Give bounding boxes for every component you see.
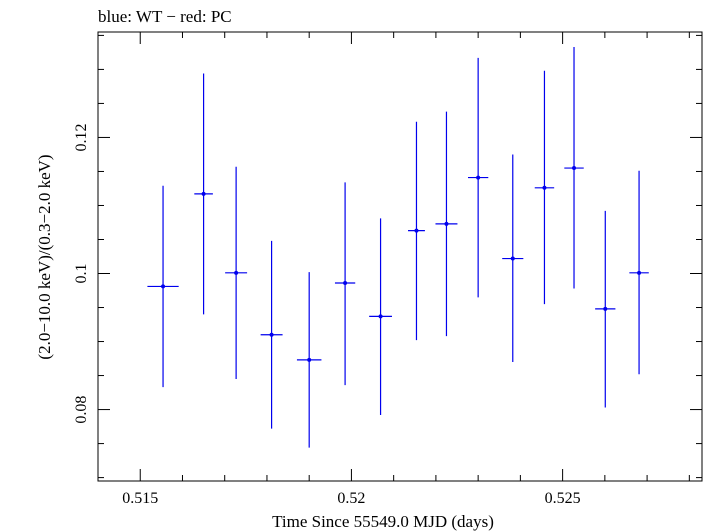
y-tick-label: 0.08 bbox=[73, 396, 90, 424]
point-marker bbox=[343, 281, 348, 286]
data-point bbox=[502, 154, 524, 362]
data-point bbox=[334, 182, 356, 386]
x-tick-label: 0.515 bbox=[122, 490, 158, 507]
data-marks bbox=[147, 46, 649, 448]
point-marker bbox=[572, 166, 577, 171]
point-marker bbox=[542, 185, 547, 190]
y-tick-label: 0.12 bbox=[73, 123, 90, 151]
point-marker bbox=[234, 270, 239, 275]
point-marker bbox=[269, 332, 274, 337]
point-marker bbox=[444, 221, 449, 226]
point-marker bbox=[603, 306, 608, 311]
data-point bbox=[564, 46, 584, 289]
x-axis-label: Time Since 55549.0 MJD (days) bbox=[272, 512, 494, 531]
data-point bbox=[194, 73, 213, 315]
point-marker bbox=[637, 270, 642, 275]
data-point bbox=[408, 121, 425, 341]
data-point bbox=[534, 70, 555, 305]
chart-title: blue: WT − red: PC bbox=[98, 7, 232, 26]
point-marker bbox=[201, 191, 206, 196]
data-point bbox=[147, 185, 179, 388]
x-tick-label: 0.52 bbox=[337, 490, 365, 507]
data-point bbox=[629, 170, 649, 375]
point-marker bbox=[378, 314, 383, 319]
data-point bbox=[296, 272, 322, 448]
tick-labels: 0.515 0.52 0.525 0.08 0.1 0.12 bbox=[73, 123, 581, 507]
point-marker bbox=[414, 228, 419, 233]
data-point bbox=[595, 210, 616, 408]
plot-frame bbox=[97, 31, 703, 482]
data-point bbox=[468, 57, 489, 298]
axis-ticks bbox=[97, 32, 702, 481]
data-point bbox=[369, 218, 392, 416]
point-marker bbox=[476, 175, 481, 180]
point-marker bbox=[510, 256, 515, 261]
x-tick-label: 0.525 bbox=[545, 490, 581, 507]
point-marker bbox=[307, 357, 312, 362]
y-axis-label: (2.0−10.0 keV)/(0.3−2.0 keV) bbox=[35, 154, 54, 359]
data-point bbox=[435, 111, 458, 337]
data-point bbox=[225, 166, 248, 379]
data-point bbox=[260, 240, 283, 429]
y-tick-label: 0.1 bbox=[73, 264, 90, 284]
point-marker bbox=[161, 284, 166, 289]
